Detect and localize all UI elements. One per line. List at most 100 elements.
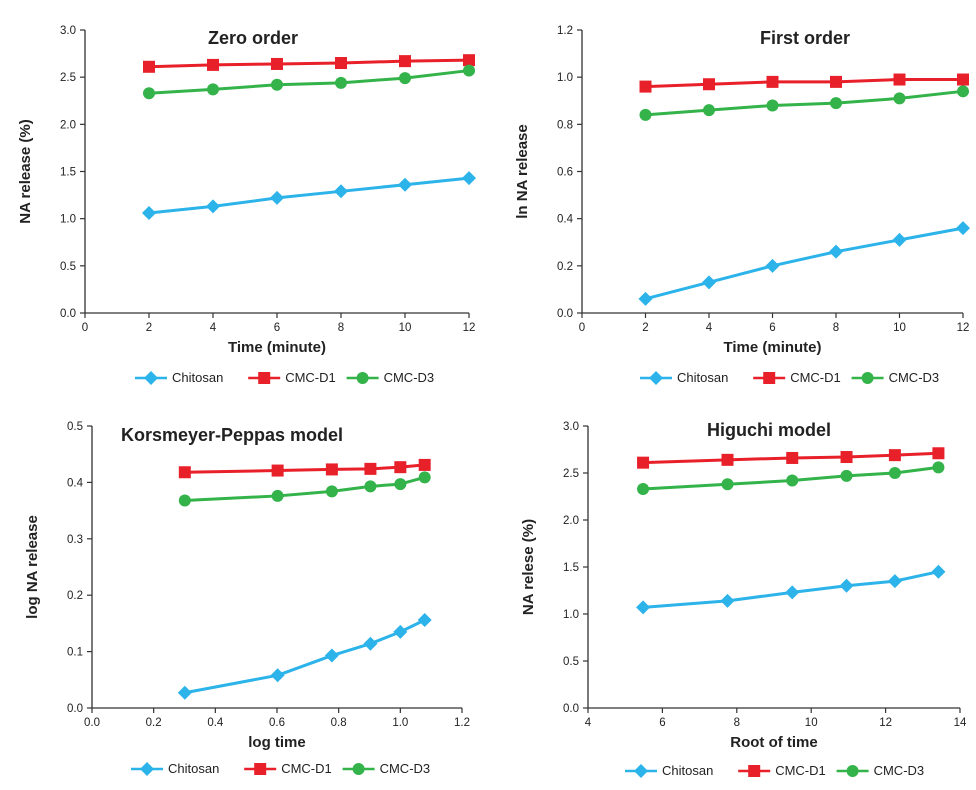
legend-item: CMC-D1 (244, 761, 332, 776)
x-tick-label: 4 (210, 322, 217, 334)
series-line (148, 58, 470, 69)
data-point (393, 624, 408, 639)
data-point (839, 578, 854, 593)
legend-label: CMC-D1 (790, 370, 841, 385)
legend-item: CMC-D1 (248, 370, 336, 385)
x-tick-label: 10 (893, 322, 906, 334)
series-line (642, 465, 939, 491)
y-tick-label: 1.0 (557, 72, 573, 84)
y-tick-label: 1.2 (557, 25, 573, 37)
x-tick-label: 0 (579, 322, 585, 334)
x-axis-label: log time (248, 734, 306, 751)
legend-marker (356, 372, 369, 384)
y-axis-label: log NA release (24, 515, 41, 619)
data-point (142, 206, 156, 221)
y-tick-label: 0.2 (67, 590, 83, 602)
x-tick-label: 1.2 (454, 717, 470, 729)
x-tick-label: 8 (734, 717, 740, 729)
y-tick-label: 2.0 (563, 515, 579, 527)
series-cmc-d3 (143, 64, 475, 100)
x-tick-label: 1.0 (392, 717, 408, 729)
legend-item: CMC-D3 (836, 763, 925, 778)
chart-panel-4: 0.0 0.5 1.0 1.5 2.0 2.5 3.0 4 6 8 10 12 14 Higuchi mo… (520, 420, 967, 778)
y-tick-label: 0.5 (60, 261, 76, 273)
y-tick-label: 0.6 (557, 167, 573, 179)
data-point (271, 57, 283, 70)
data-point (931, 564, 946, 579)
series-line (642, 570, 939, 609)
legend: Chitosan CMC-D1 CMC-D3 (640, 370, 939, 385)
data-point (325, 463, 338, 476)
legend-label: CMC-D1 (285, 370, 336, 385)
legend-label: CMC-D3 (889, 370, 940, 385)
data-point (721, 453, 734, 466)
series-line (643, 451, 939, 465)
legend-label: CMC-D3 (380, 761, 431, 776)
y-tick-label: 3.0 (60, 25, 76, 37)
x-tick-label: 0.6 (269, 717, 285, 729)
legend-marker (254, 763, 267, 775)
y-tick-label: 0.5 (67, 421, 83, 433)
data-point (830, 75, 842, 88)
data-point (639, 80, 652, 93)
legend-item: Chitosan (131, 761, 219, 776)
data-point (177, 685, 192, 700)
y-tick-label: 0.3 (67, 534, 83, 546)
chart-title: Higuchi model (707, 420, 831, 440)
series-line (184, 463, 425, 474)
legend-marker (634, 764, 648, 778)
x-axis-label: Time (minute) (228, 339, 326, 356)
data-point (932, 447, 945, 460)
y-tick-label: 2.0 (60, 119, 76, 131)
legend-label: Chitosan (677, 370, 728, 385)
chart-title: First order (760, 28, 850, 48)
data-point (932, 461, 945, 474)
data-point (364, 462, 377, 475)
series-cmc-d3 (178, 471, 431, 507)
data-point (892, 232, 907, 247)
data-point (638, 291, 653, 306)
x-tick-label: 0.2 (146, 717, 162, 729)
data-point (178, 494, 191, 507)
legend: Chitosan CMC-D1 CMC-D3 (625, 763, 924, 778)
data-point (703, 78, 715, 91)
x-tick-label: 6 (274, 322, 280, 334)
legend-marker (846, 765, 859, 777)
y-tick-label: 0.0 (60, 308, 76, 320)
legend-marker (763, 372, 776, 384)
x-tick-label: 12 (463, 322, 476, 334)
data-point (765, 258, 780, 273)
legend-marker (144, 371, 158, 385)
legend-label: Chitosan (172, 370, 223, 385)
x-tick-label: 0.8 (331, 717, 347, 729)
legend-marker (352, 763, 365, 775)
x-tick-label: 6 (769, 322, 775, 334)
series-line (148, 176, 470, 215)
y-axis-label: NA release (%) (17, 119, 34, 224)
data-point (893, 92, 906, 105)
legend-label: CMC-D3 (384, 370, 435, 385)
legend-item: Chitosan (640, 370, 728, 385)
y-tick-label: 0.0 (67, 703, 83, 715)
data-point (786, 474, 799, 487)
x-tick-label: 0.0 (84, 717, 100, 729)
data-point (786, 451, 799, 464)
legend-item: CMC-D3 (346, 370, 435, 385)
legend-item: Chitosan (135, 370, 223, 385)
legend-label: CMC-D1 (775, 763, 826, 778)
y-tick-label: 1.0 (563, 609, 579, 621)
legend-marker (861, 372, 874, 384)
series-line (645, 226, 964, 301)
legend-label: CMC-D3 (874, 763, 925, 778)
chart-title: Korsmeyer-Peppas model (121, 425, 343, 445)
data-point (271, 489, 284, 502)
data-point (271, 464, 284, 477)
series-chitosan (142, 171, 476, 221)
series-cmc-d3 (637, 461, 945, 495)
y-tick-label: 0.2 (557, 261, 573, 273)
data-point (399, 72, 411, 85)
data-point (324, 648, 339, 663)
x-tick-label: 2 (642, 322, 648, 334)
